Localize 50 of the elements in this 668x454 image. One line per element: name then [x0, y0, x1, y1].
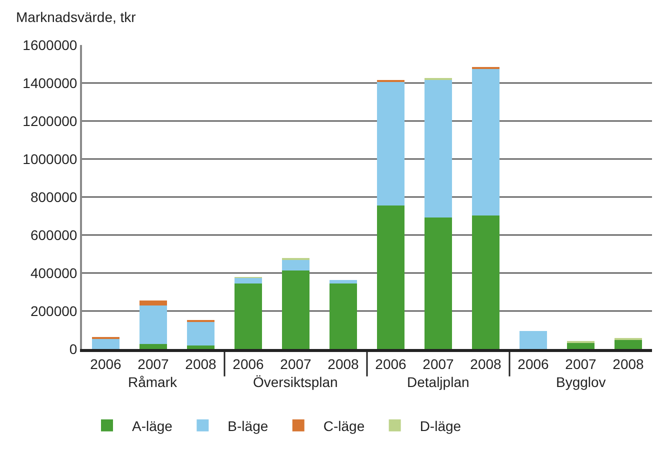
x-tick-label: 2007: [422, 356, 454, 372]
y-tick-label: 200000: [30, 302, 78, 319]
bar: [329, 280, 358, 284]
bar: [614, 339, 642, 349]
legend-label: D-läge: [420, 418, 462, 434]
bar: [472, 68, 500, 216]
x-tick-label: 2007: [565, 356, 597, 372]
bar: [519, 331, 548, 349]
y-tick-label: 600000: [30, 226, 78, 243]
y-tick-label: 1400000: [22, 74, 78, 91]
bar: [234, 283, 262, 349]
bar: [282, 259, 310, 270]
legend-label: C-läge: [323, 418, 365, 434]
text: Översiktsplan: [253, 374, 338, 390]
y-tick-label: 1600000: [22, 36, 78, 53]
x-tick-label: 2008: [470, 356, 502, 372]
y-tick-label: 1200000: [22, 112, 78, 129]
bar: [186, 346, 215, 349]
bar: [234, 278, 262, 284]
x-tick-label: 2006: [375, 356, 407, 372]
bar: [139, 344, 168, 349]
bar: [376, 206, 405, 349]
text: Råmark: [128, 374, 178, 390]
x-tick-label: 2008: [612, 356, 644, 372]
bar: [92, 338, 120, 349]
y-tick-label: 800000: [30, 188, 78, 205]
bar: [424, 217, 452, 349]
y-tick-label: 0: [69, 340, 78, 357]
bar: [329, 283, 358, 349]
x-tick-label: 2008: [328, 356, 360, 372]
bar: [472, 216, 500, 349]
x-tick-label: 2008: [185, 356, 217, 372]
text: Bygglov: [556, 374, 606, 390]
bar: [139, 300, 168, 306]
x-tick-label: 2006: [90, 356, 122, 372]
x-tick-label: 2006: [518, 356, 550, 372]
bar: [282, 270, 310, 349]
text: Detaljplan: [407, 374, 470, 390]
x-tick-label: 2007: [138, 356, 170, 372]
legend-label: A-läge: [132, 418, 173, 434]
bar: [424, 79, 452, 218]
y-axis-title: Marknadsvärde, tkr: [16, 9, 136, 25]
x-tick-label: 2007: [280, 356, 312, 372]
bar: [186, 321, 215, 346]
bar: [376, 81, 405, 206]
y-tick-label: 400000: [30, 264, 78, 281]
bar: [139, 305, 168, 344]
x-tick-label: 2006: [232, 356, 264, 372]
legend-label: B-läge: [228, 418, 268, 434]
y-tick-label: 1000000: [22, 150, 78, 167]
